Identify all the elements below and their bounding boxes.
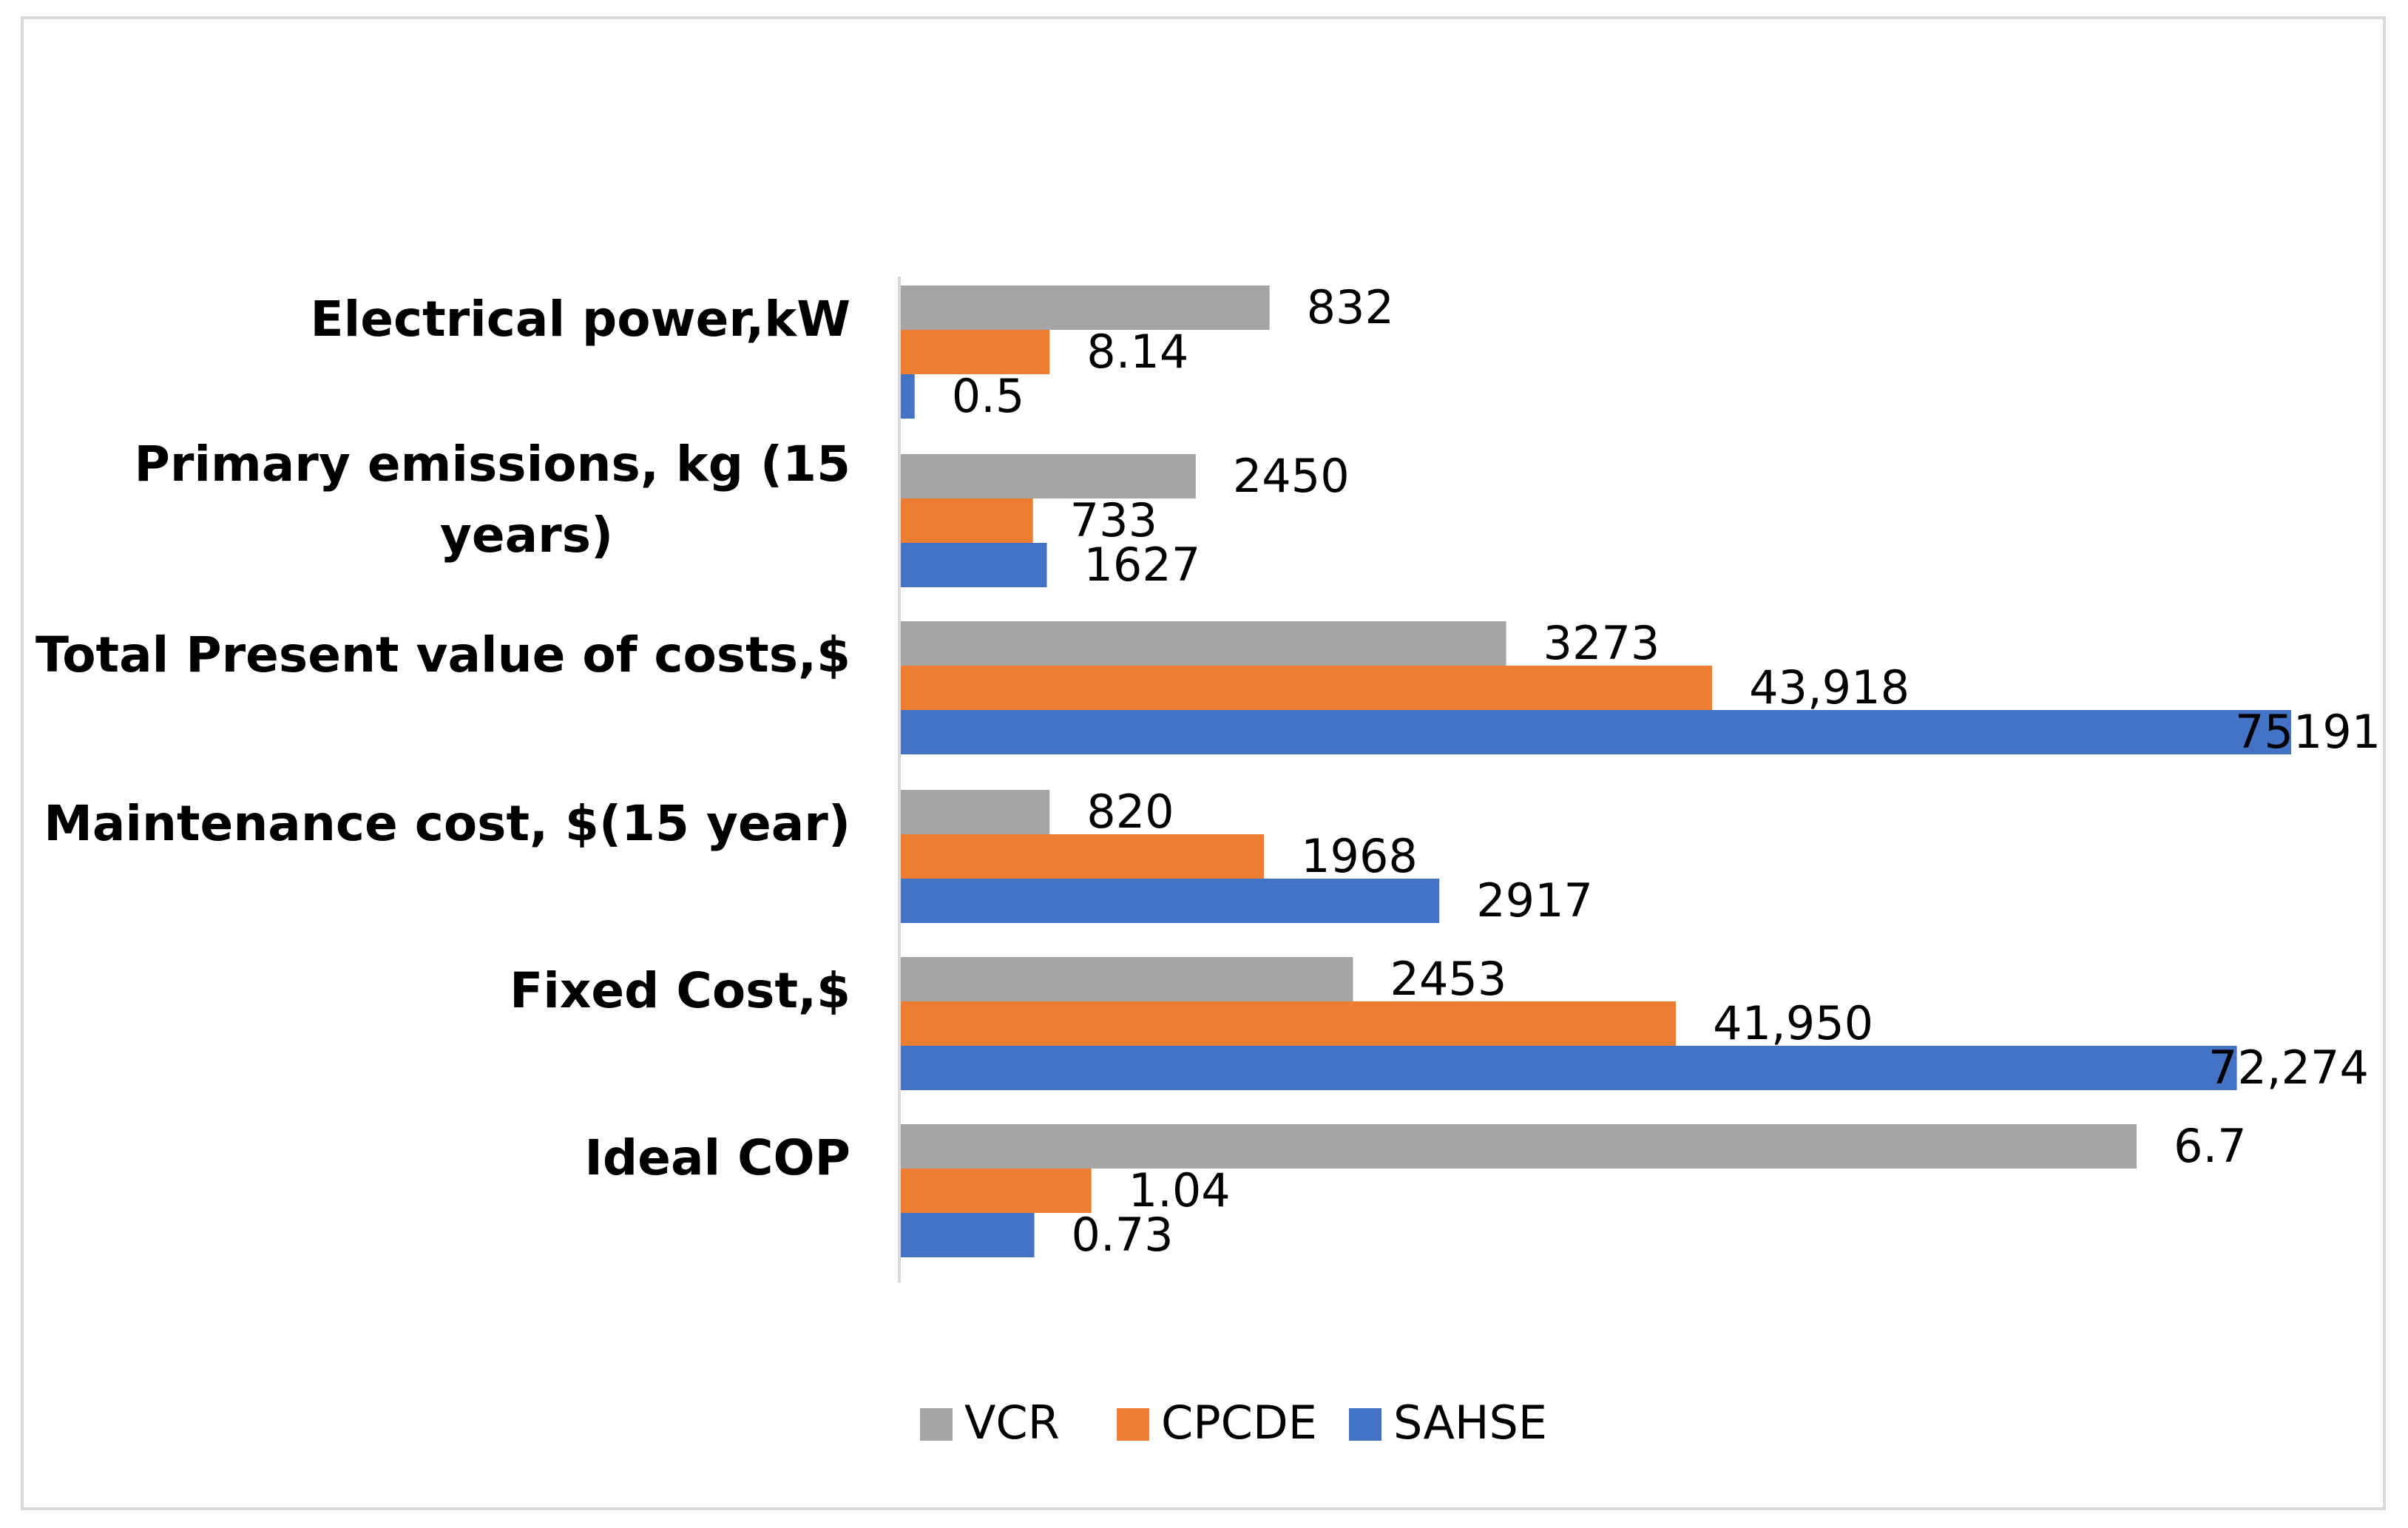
legend-item-sahse: SAHSE	[1349, 1396, 1547, 1450]
category-label-line: years)	[440, 507, 613, 564]
value-label-sahse-3: 2917	[1476, 873, 1593, 927]
bar-sahse-3	[899, 879, 1440, 923]
value-label-vcr-0: 832	[1307, 280, 1394, 334]
value-label-cpcde-0: 8.14	[1086, 325, 1188, 379]
bar-cpcde-2	[899, 666, 1713, 710]
value-label-sahse-1: 1627	[1083, 538, 1200, 592]
bar-sahse-1	[899, 543, 1047, 587]
value-label-cpcde-4: 41,950	[1713, 996, 1873, 1050]
category-label-0: Electrical power,kW	[310, 291, 850, 348]
bar-cpcde-1	[899, 498, 1033, 543]
value-label-vcr-3: 820	[1086, 785, 1174, 839]
legend-label-sahse: SAHSE	[1393, 1396, 1547, 1450]
bar-cpcde-5	[899, 1169, 1092, 1213]
value-label-vcr-2: 3273	[1543, 616, 1660, 670]
legend-swatch-vcr	[920, 1408, 953, 1441]
value-label-cpcde-3: 1968	[1301, 829, 1418, 883]
legend: VCR CPCDE SAHSE	[920, 1396, 1547, 1450]
value-label-vcr-5: 6.7	[2174, 1119, 2247, 1173]
legend-label-cpcde: CPCDE	[1161, 1396, 1317, 1450]
value-label-cpcde-5: 1.04	[1129, 1163, 1231, 1217]
value-label-sahse-4: 72,274	[2208, 1041, 2369, 1095]
bar-vcr-4	[899, 957, 1353, 1001]
category-label-line: Primary emissions, kg (15	[134, 436, 850, 493]
bar-cpcde-3	[899, 834, 1265, 879]
bars-layer	[899, 285, 2291, 1257]
bar-vcr-2	[899, 621, 1506, 666]
bar-cpcde-0	[899, 330, 1050, 374]
legend-swatch-cpcde	[1117, 1408, 1149, 1441]
category-label-5: Ideal COP	[584, 1129, 850, 1186]
value-label-vcr-1: 2450	[1233, 449, 1350, 503]
legend-item-vcr: VCR	[920, 1396, 1060, 1450]
bar-cpcde-4	[899, 1001, 1677, 1046]
value-label-sahse-5: 0.73	[1072, 1208, 1174, 1262]
chart-frame: 832 8.14 0.5 2450 733 1627 3273 43,918 75191 820 1…	[21, 16, 2386, 1510]
bar-sahse-0	[899, 374, 915, 419]
value-label-vcr-4: 2453	[1390, 952, 1507, 1006]
legend-label-vcr: VCR	[964, 1396, 1060, 1450]
value-label-sahse-0: 0.5	[952, 369, 1025, 423]
bar-sahse-2	[899, 710, 2291, 754]
value-label-sahse-2: 75191	[2235, 705, 2381, 759]
category-label-4: Fixed Cost,$	[510, 962, 850, 1019]
category-label-1: Primary emissions, kg (15 years)	[134, 436, 850, 564]
legend-item-cpcde: CPCDE	[1117, 1396, 1317, 1450]
value-label-cpcde-2: 43,918	[1749, 660, 1910, 714]
category-label-3: Maintenance cost, $(15 year)	[44, 795, 850, 852]
category-labels-layer: Electrical power,kW Primary emissions, kg…	[35, 291, 850, 1186]
category-label-2: Total Present value of costs,$	[35, 626, 850, 683]
bar-vcr-1	[899, 454, 1196, 498]
bar-vcr-5	[899, 1124, 2137, 1169]
bar-vcr-3	[899, 790, 1050, 834]
bar-sahse-4	[899, 1046, 2237, 1090]
value-label-cpcde-1: 733	[1070, 493, 1157, 547]
bar-sahse-5	[899, 1213, 1035, 1257]
bar-vcr-0	[899, 285, 1270, 330]
legend-swatch-sahse	[1349, 1408, 1381, 1441]
